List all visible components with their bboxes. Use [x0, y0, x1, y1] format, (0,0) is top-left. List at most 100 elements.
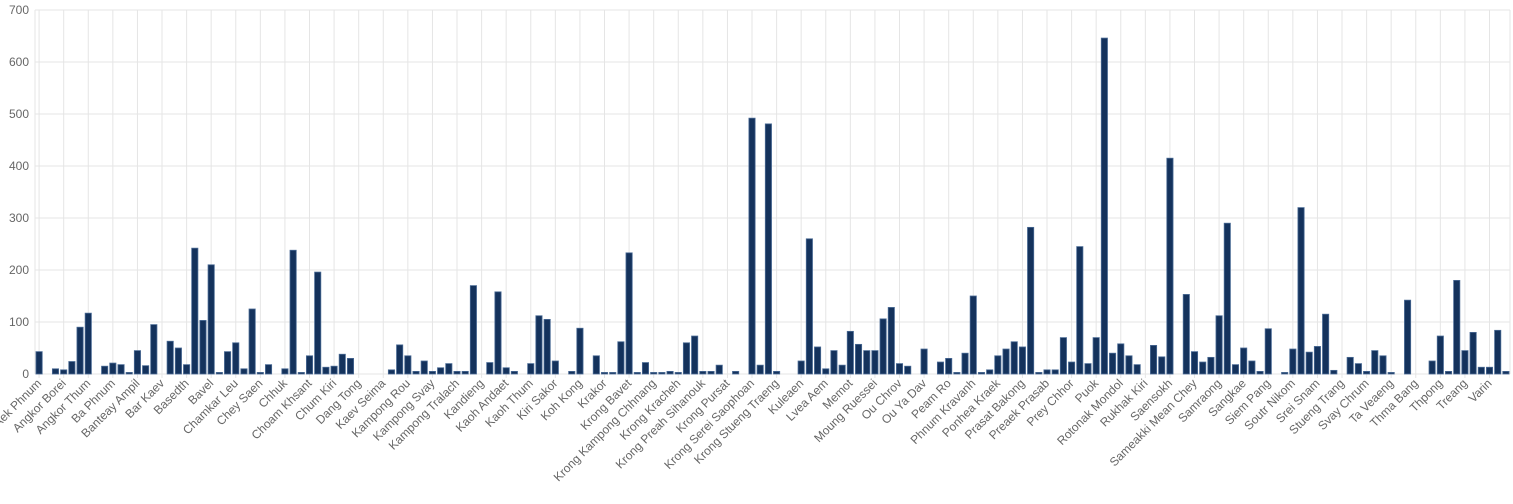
- bar: [1150, 344, 1158, 375]
- bar: [838, 364, 846, 375]
- bar: [1379, 355, 1387, 375]
- bar: [1477, 366, 1485, 375]
- bar: [986, 369, 994, 375]
- bar: [1354, 363, 1362, 375]
- bar: [846, 330, 854, 375]
- bar: [461, 370, 469, 375]
- bar: [1215, 315, 1223, 375]
- bar: [346, 357, 355, 375]
- bar: [84, 312, 92, 375]
- bar: [1281, 372, 1289, 375]
- bar: [502, 367, 510, 375]
- bar: [1248, 360, 1256, 375]
- bar: [142, 365, 150, 375]
- bar: [871, 350, 879, 375]
- bar: [1330, 369, 1338, 375]
- bar: [1256, 370, 1264, 375]
- bar: [166, 340, 174, 375]
- bar: [1133, 364, 1141, 375]
- bar: [387, 369, 395, 375]
- bar: [1297, 207, 1305, 375]
- y-tick-label: 200: [9, 263, 29, 277]
- bar: [592, 355, 600, 375]
- bar: [1158, 356, 1166, 375]
- bar: [1002, 348, 1010, 375]
- bar: [543, 318, 551, 375]
- bar: [1494, 329, 1502, 375]
- bar: [797, 360, 805, 375]
- bar: [232, 342, 240, 375]
- bar: [977, 372, 985, 375]
- bar: [314, 271, 322, 375]
- bar: [428, 370, 436, 375]
- bar: [1322, 313, 1330, 375]
- bar: [1035, 372, 1043, 375]
- bar: [437, 367, 445, 375]
- bar: [183, 364, 191, 375]
- bar: [1166, 157, 1174, 375]
- bar: [830, 350, 838, 375]
- bar: [420, 360, 428, 375]
- bar: [1199, 361, 1207, 375]
- bar: [1223, 222, 1231, 375]
- bar: [1240, 347, 1248, 375]
- bar: [1231, 364, 1239, 375]
- bar: [953, 372, 961, 375]
- bar: [756, 364, 764, 375]
- bar: [35, 351, 43, 375]
- bar: [1387, 372, 1395, 375]
- bar: [1109, 352, 1117, 375]
- y-tick-label: 300: [9, 211, 29, 225]
- bar: [338, 353, 346, 375]
- bar: [1502, 370, 1510, 375]
- bar: [1059, 337, 1067, 375]
- bar: [568, 370, 576, 375]
- bar: [133, 350, 141, 375]
- bar: [969, 295, 977, 375]
- bar: [1486, 366, 1494, 375]
- bar: [576, 327, 584, 375]
- bar: [1125, 355, 1133, 375]
- bar: [256, 372, 264, 375]
- bar: [1092, 337, 1100, 375]
- bar: [674, 372, 682, 375]
- bar: [224, 351, 232, 375]
- bar: [297, 372, 305, 375]
- bar: [633, 372, 641, 375]
- bar: [117, 364, 125, 375]
- bar: [814, 346, 822, 375]
- bar: [453, 370, 461, 375]
- bar: [1117, 343, 1125, 375]
- bar: [51, 368, 60, 375]
- bar: [617, 341, 625, 375]
- bar: [527, 363, 535, 375]
- bar: [1346, 356, 1354, 375]
- bar: [1461, 350, 1469, 375]
- bar: [1010, 341, 1018, 375]
- bar: [510, 370, 518, 375]
- bar: [207, 264, 215, 375]
- bar: [650, 372, 658, 375]
- bar: [1027, 226, 1035, 375]
- bar: [625, 252, 633, 375]
- bar: [666, 370, 674, 375]
- bar: [1305, 351, 1313, 375]
- bar: [863, 350, 871, 375]
- bar: [773, 370, 781, 375]
- bar: [994, 355, 1002, 375]
- bar: [1043, 369, 1051, 375]
- y-tick-label: 0: [22, 367, 29, 381]
- bar: [936, 361, 944, 375]
- x-tick-label: Varin: [1466, 376, 1495, 405]
- bar: [330, 365, 338, 375]
- bar: [887, 307, 895, 375]
- bar: [1084, 363, 1092, 375]
- bar: [150, 324, 158, 375]
- bar: [199, 320, 207, 375]
- bar: [305, 355, 314, 375]
- bar: [1018, 346, 1026, 375]
- bar: [1191, 351, 1199, 375]
- bar: [265, 364, 273, 375]
- bar: [248, 308, 256, 375]
- bar: [805, 238, 813, 375]
